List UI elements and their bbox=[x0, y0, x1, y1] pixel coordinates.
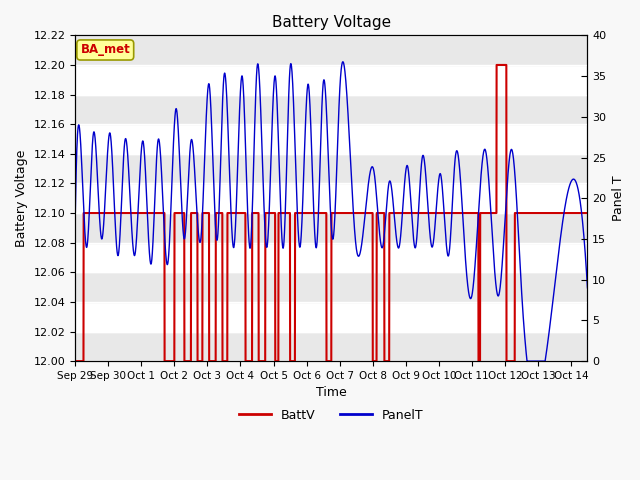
Title: Battery Voltage: Battery Voltage bbox=[272, 15, 391, 30]
Bar bbox=[76, 332, 588, 361]
Bar bbox=[76, 213, 588, 243]
Bar bbox=[76, 302, 588, 332]
Y-axis label: Panel T: Panel T bbox=[612, 175, 625, 221]
Bar bbox=[76, 36, 588, 65]
Legend: BattV, PanelT: BattV, PanelT bbox=[234, 404, 428, 427]
Bar bbox=[76, 95, 588, 124]
Bar bbox=[76, 65, 588, 95]
Bar bbox=[76, 272, 588, 302]
Text: BA_met: BA_met bbox=[81, 44, 130, 57]
Bar bbox=[76, 243, 588, 272]
Bar bbox=[76, 183, 588, 213]
Bar bbox=[76, 124, 588, 154]
X-axis label: Time: Time bbox=[316, 386, 347, 399]
Bar bbox=[76, 154, 588, 183]
Y-axis label: Battery Voltage: Battery Voltage bbox=[15, 150, 28, 247]
